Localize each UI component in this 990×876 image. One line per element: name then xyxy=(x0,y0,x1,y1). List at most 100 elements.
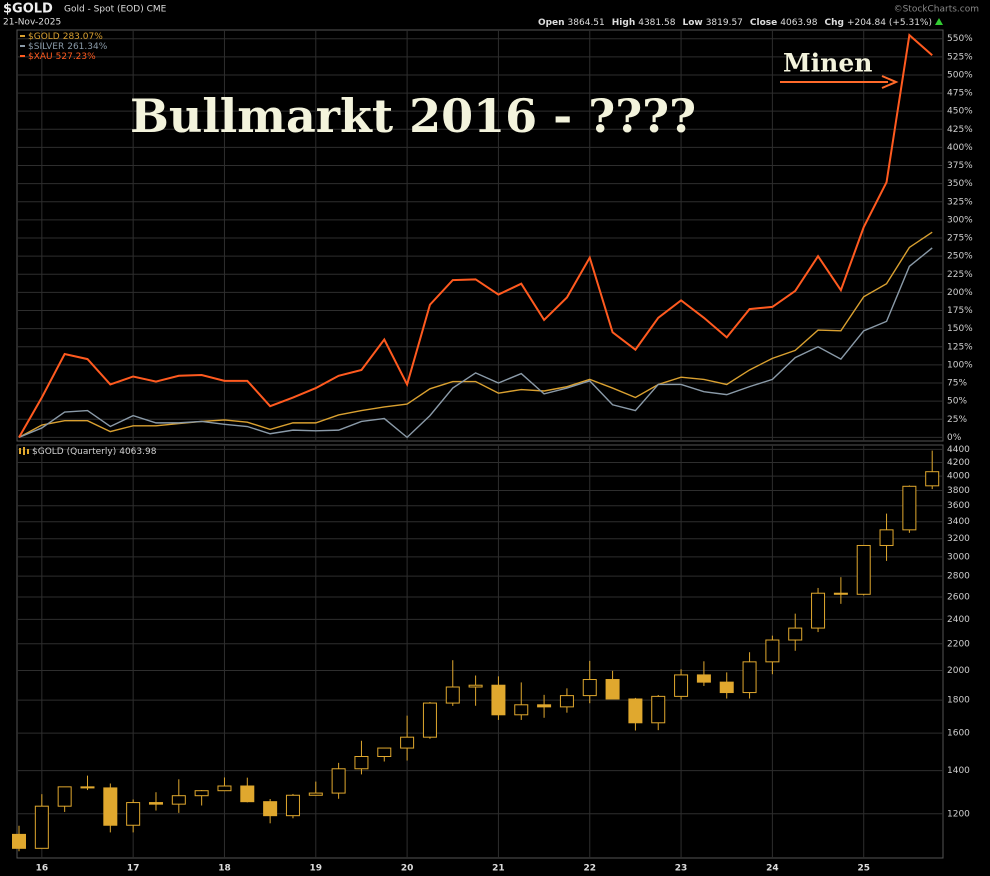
annotation-title: Bullmarkt 2016 - ???? xyxy=(130,89,696,143)
y-tick-label: 325% xyxy=(947,197,973,207)
legend-value: 283.07% xyxy=(63,32,103,42)
y-tick-label: 4000 xyxy=(947,472,970,482)
x-tick-label: 25 xyxy=(857,864,870,874)
y-tick-label: 125% xyxy=(947,342,973,352)
y-tick-label: 2400 xyxy=(947,615,970,625)
legend-entry: $XAU 527.23% xyxy=(28,52,96,62)
y-tick-label: 425% xyxy=(947,125,973,135)
x-tick-label: 22 xyxy=(583,864,596,874)
description: Gold - Spot (EOD) CME xyxy=(64,5,167,15)
x-tick-label: 24 xyxy=(766,864,779,874)
y-tick-label: 1400 xyxy=(947,766,970,776)
y-tick-label: 550% xyxy=(947,34,973,44)
x-tick-label: 19 xyxy=(310,864,323,874)
y-tick-label: 1600 xyxy=(947,729,970,739)
candle-body xyxy=(856,544,871,595)
legend-value: 527.23% xyxy=(56,52,96,62)
bottom-panel-frame xyxy=(16,444,944,859)
candle-body xyxy=(377,747,392,758)
candle-body xyxy=(148,802,163,805)
y-tick-label: 450% xyxy=(947,107,973,117)
legend-entry: $SILVER 261.34% xyxy=(28,42,108,52)
candle-body xyxy=(559,695,574,708)
y-tick-label: 250% xyxy=(947,252,973,262)
high-value: 4381.58 xyxy=(638,18,675,28)
chg-label: Chg xyxy=(824,18,843,28)
y-tick-label: 175% xyxy=(947,306,973,316)
candle-body xyxy=(217,785,232,792)
candle-body xyxy=(696,674,711,683)
candle-body xyxy=(605,679,620,700)
y-tick-label: 1800 xyxy=(947,696,970,706)
ohlc-summary: Open 3864.51 High 4381.58 Low 3819.57 Close 406… xyxy=(538,18,932,28)
legend-name: $GOLD (Quarterly) xyxy=(32,447,116,457)
candle-body xyxy=(422,702,437,738)
candle-body xyxy=(879,529,894,546)
y-tick-label: 275% xyxy=(947,234,973,244)
candle-body xyxy=(171,795,186,805)
legend-name: $XAU xyxy=(28,52,53,62)
low-label: Low xyxy=(682,18,702,28)
legend-entry: $GOLD 283.07% xyxy=(28,32,103,42)
high-label: High xyxy=(612,18,635,28)
y-tick-label: 300% xyxy=(947,215,973,225)
candle-body xyxy=(80,786,95,789)
y-tick-label: 4200 xyxy=(947,458,970,468)
y-tick-label: 1200 xyxy=(947,809,970,819)
candle-body xyxy=(719,681,734,694)
candle-body xyxy=(651,695,666,724)
series-line xyxy=(18,247,933,439)
y-tick-label: 500% xyxy=(947,70,973,80)
y-tick-label: 525% xyxy=(947,52,973,62)
candle-body xyxy=(674,674,689,697)
candle-body xyxy=(126,802,141,826)
legend-value: 4063.98 xyxy=(119,447,156,457)
close-label: Close xyxy=(750,18,777,28)
y-tick-label: 2600 xyxy=(947,592,970,602)
x-tick-label: 17 xyxy=(127,864,140,874)
candle-body xyxy=(263,801,278,817)
candle-body xyxy=(514,704,529,716)
candle-body xyxy=(308,792,323,796)
candle-body xyxy=(537,704,552,708)
symbol: $GOLD xyxy=(3,2,53,17)
y-tick-label: 3600 xyxy=(947,501,970,511)
candle-body xyxy=(765,639,780,663)
open-label: Open xyxy=(538,18,565,28)
candle-body xyxy=(742,661,757,694)
candle-body xyxy=(331,768,346,794)
legend-value: 261.34% xyxy=(67,42,107,52)
y-tick-label: 2800 xyxy=(947,572,970,582)
candle-body xyxy=(582,679,597,697)
candle-body xyxy=(491,684,506,716)
legend-icon xyxy=(19,447,29,455)
y-tick-label: 75% xyxy=(947,379,967,389)
candle-body xyxy=(285,794,300,817)
candle-body xyxy=(57,786,72,807)
open-value: 3864.51 xyxy=(568,18,605,28)
candle-body xyxy=(468,684,483,688)
y-tick-label: 2200 xyxy=(947,639,970,649)
legend-name: $SILVER xyxy=(28,42,64,52)
y-tick-label: 150% xyxy=(947,324,973,334)
series-line xyxy=(18,33,933,438)
top-panel-frame xyxy=(16,29,944,442)
candle-body xyxy=(811,592,826,629)
y-tick-label: 3800 xyxy=(947,486,970,496)
candle-body xyxy=(103,787,118,826)
annotation-minen: Minen xyxy=(783,49,872,78)
y-tick-label: 100% xyxy=(947,360,973,370)
candle-body xyxy=(354,756,369,770)
y-tick-label: 50% xyxy=(947,397,967,407)
x-tick-label: 18 xyxy=(218,864,231,874)
candle-body xyxy=(833,592,848,595)
y-tick-label: 375% xyxy=(947,161,973,171)
credit: ©StockCharts.com xyxy=(894,5,979,15)
candle-body xyxy=(194,790,209,797)
legend-entry: $GOLD (Quarterly) 4063.98 xyxy=(32,447,157,457)
x-tick-label: 20 xyxy=(401,864,414,874)
candle-body xyxy=(400,736,415,749)
legend-name: $GOLD xyxy=(28,32,60,42)
y-tick-label: 0% xyxy=(947,433,962,443)
